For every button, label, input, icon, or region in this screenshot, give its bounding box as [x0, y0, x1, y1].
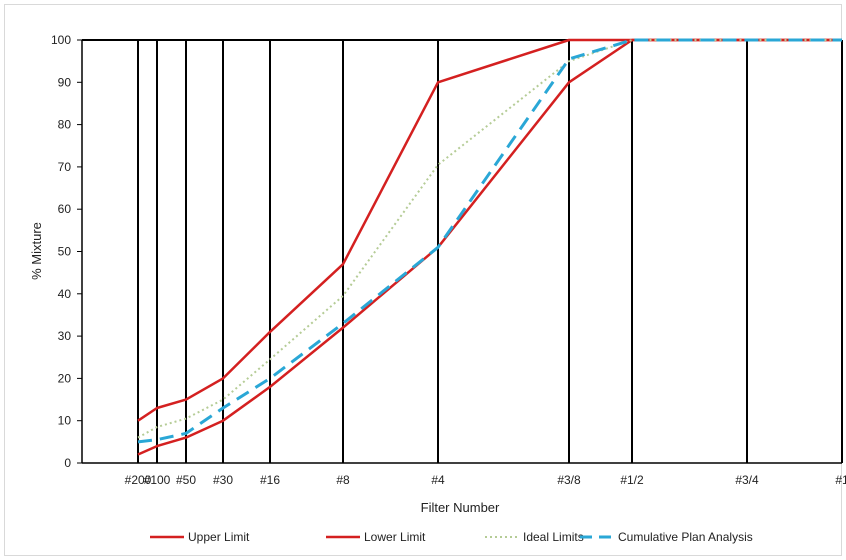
y-tick-label: 30 — [58, 329, 72, 343]
y-tick-label: 0 — [64, 456, 71, 470]
y-tick-label: 20 — [58, 371, 72, 385]
x-axis-title: Filter Number — [421, 500, 500, 515]
y-tick-label: 40 — [58, 287, 72, 301]
y-tick-label: 80 — [58, 118, 72, 132]
y-tick-label: 70 — [58, 160, 72, 174]
plot-area — [81, 39, 842, 464]
y-axis-title: % Mixture — [29, 222, 44, 280]
x-tick-labels: #200#100 #50 #30 #16 #8 #4 #3/8 #1/2 #3/4 #1 — [125, 473, 846, 487]
series-line-0 — [137, 38, 842, 422]
x-tick-label: #3/8 — [557, 473, 581, 487]
y-tick-label: 50 — [58, 245, 72, 259]
x-tick-label: #4 — [431, 473, 445, 487]
y-tick-label: 10 — [58, 414, 72, 428]
legend-label: Upper Limit — [188, 530, 250, 544]
x-tick-label: #8 — [336, 473, 350, 487]
x-tick-label: #16 — [260, 473, 280, 487]
chart-frame — [4, 4, 842, 556]
legend: Upper Limit Lower Limit Ideal Limits Cumula… — [150, 530, 753, 544]
x-tick-label: #200 — [125, 473, 152, 487]
vertical-gridlines — [137, 40, 843, 463]
series-line-2 — [137, 39, 842, 439]
legend-label: Ideal Limits — [523, 530, 584, 544]
x-tick-label: #3/4 — [735, 473, 759, 487]
y-tick-label: 60 — [58, 202, 72, 216]
legend-label: Lower Limit — [364, 530, 426, 544]
y-tick-label: 90 — [58, 75, 72, 89]
x-tick-label: #30 — [213, 473, 233, 487]
series-line-3 — [137, 38, 842, 444]
x-tick-label: #100 — [144, 473, 171, 487]
x-tick-label: #50 — [176, 473, 196, 487]
legend-label: Cumulative Plan Analysis — [618, 530, 753, 544]
x-tick-label: #1/2 — [620, 473, 644, 487]
y-tick-labels: 0 10 20 30 40 50 60 70 80 90 100 — [51, 33, 82, 470]
series-lines — [137, 38, 842, 456]
series-line-1 — [137, 38, 842, 456]
x-tick-label: #1 — [835, 473, 846, 487]
y-tick-label: 100 — [51, 33, 71, 47]
